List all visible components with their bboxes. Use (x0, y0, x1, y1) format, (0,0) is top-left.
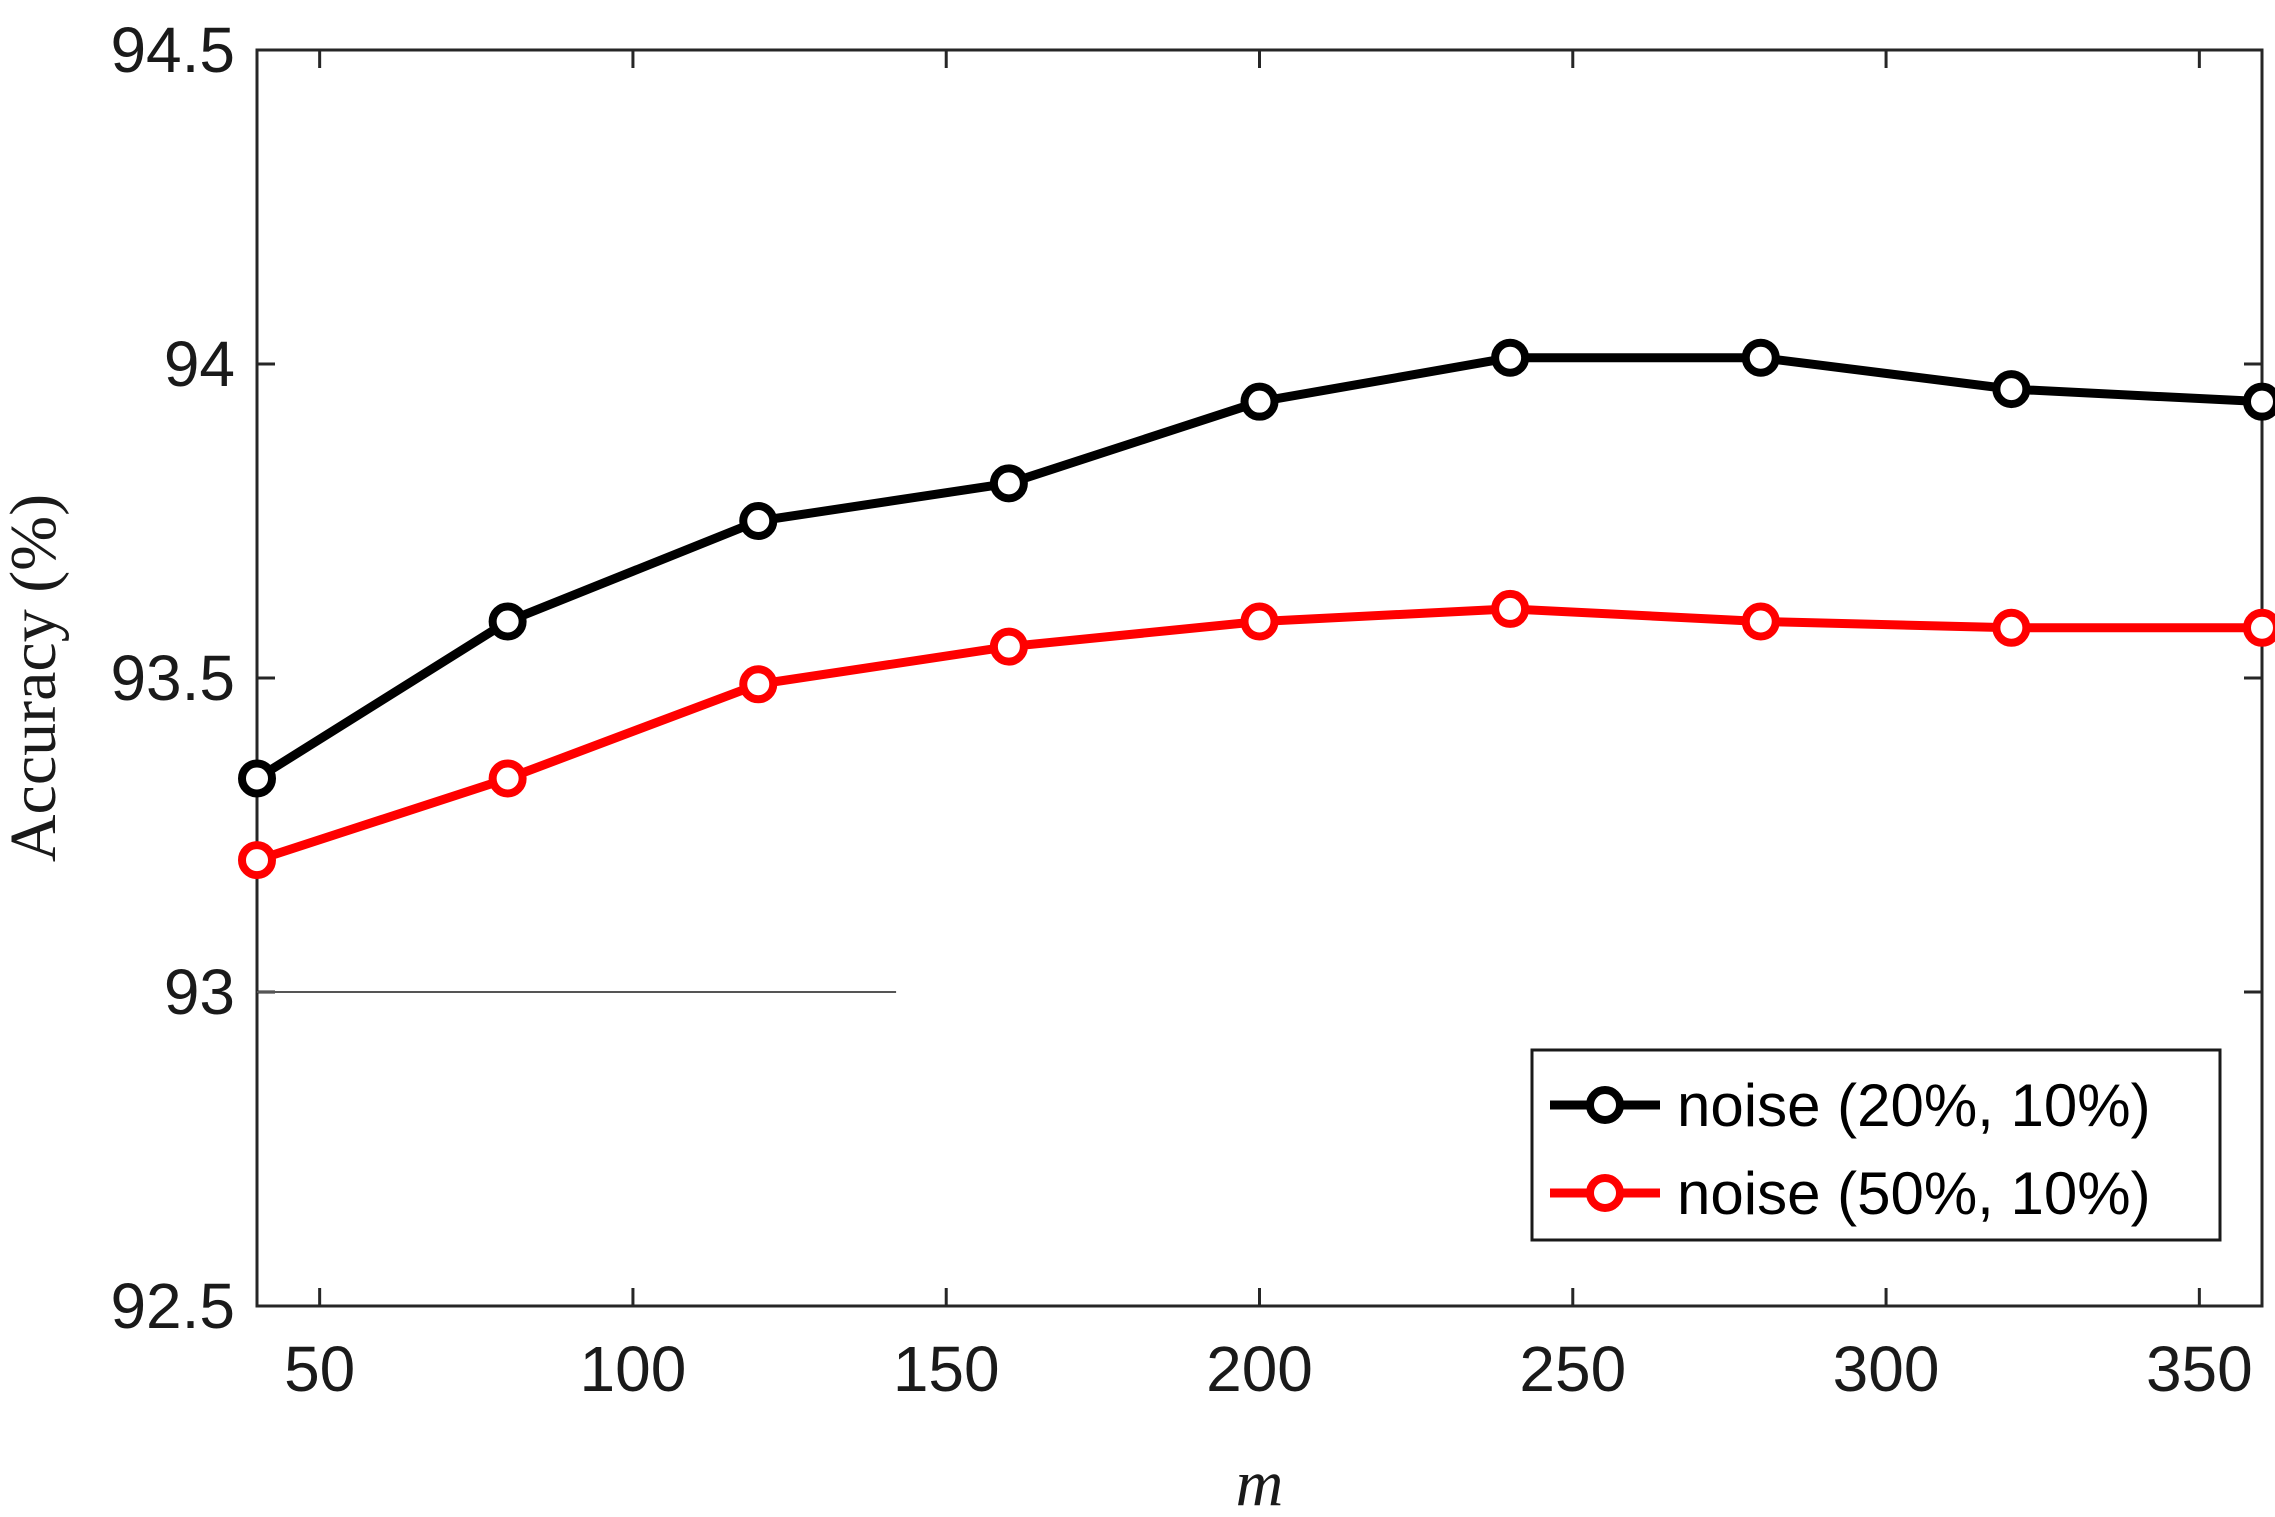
data-point (488, 602, 527, 641)
x-tick-label: 100 (580, 1333, 687, 1405)
x-tick-label: 350 (2146, 1333, 2253, 1405)
data-point (1240, 382, 1279, 421)
y-tick-label: 92.5 (110, 1270, 235, 1342)
axes: 50 100 150 200 250 300 350 92.5 93 93.5 94 94.5 (110, 14, 2264, 1405)
data-point (2243, 382, 2275, 421)
data-point (1491, 338, 1530, 377)
y-tick-label: 93 (164, 956, 235, 1028)
legend-label: noise (20%, 10%) (1677, 1072, 2151, 1139)
data-point (739, 502, 778, 540)
x-tick-label: 50 (284, 1333, 355, 1405)
y-axis-label: Accuracy (%) (0, 494, 70, 862)
legend: noise (20%, 10%) noise (50%, 10%) (1530, 1048, 2222, 1242)
legend-box (1530, 1048, 2222, 1242)
legend-entry-1: noise (20%, 10%) (1550, 1072, 2151, 1139)
data-point (989, 464, 1028, 503)
x-tick-label: 150 (893, 1333, 1000, 1405)
data-point (238, 841, 276, 880)
data-point (1741, 338, 1780, 377)
x-axis-label: m (1236, 1447, 1284, 1517)
y-tick-label: 94.5 (110, 14, 235, 86)
data-point (488, 759, 527, 798)
x-tick-label: 300 (1833, 1333, 1940, 1405)
series-layer (238, 338, 2275, 880)
data-point (989, 627, 1028, 666)
data-point (739, 665, 778, 704)
y-tick-label: 94 (164, 328, 235, 400)
series-line (255, 604, 2262, 865)
data-point (2243, 608, 2275, 647)
data-point (1992, 370, 2031, 409)
legend-label: noise (50%, 10%) (1677, 1160, 2151, 1227)
legend-marker (1586, 1086, 1624, 1124)
series-2 (238, 589, 2275, 880)
legend-entry-2: noise (50%, 10%) (1550, 1160, 2151, 1227)
data-point (1240, 602, 1279, 641)
x-tick-label: 250 (1519, 1333, 1626, 1405)
x-tick-label: 200 (1206, 1333, 1313, 1405)
y-tick-label: 93.5 (110, 642, 235, 714)
data-point (238, 759, 276, 798)
data-point (1992, 608, 2031, 647)
series-line (254, 353, 2263, 783)
series-1 (238, 338, 2275, 798)
data-point (1491, 589, 1530, 628)
legend-marker (1586, 1174, 1624, 1212)
data-point (1741, 602, 1780, 641)
